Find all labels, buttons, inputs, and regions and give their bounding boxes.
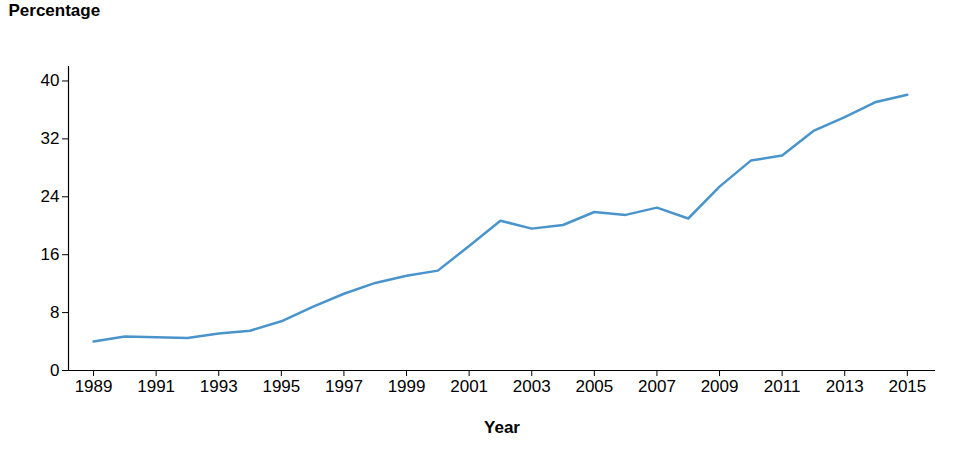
svg-text:2001: 2001 [450, 377, 488, 396]
svg-text:2007: 2007 [638, 377, 676, 396]
svg-text:2013: 2013 [826, 377, 864, 396]
svg-text:Percentage: Percentage [9, 1, 101, 20]
svg-text:2015: 2015 [888, 377, 926, 396]
svg-text:1993: 1993 [200, 377, 238, 396]
svg-text:2009: 2009 [701, 377, 739, 396]
svg-text:1997: 1997 [325, 377, 363, 396]
svg-text:0: 0 [50, 361, 59, 380]
svg-text:1999: 1999 [388, 377, 426, 396]
svg-text:40: 40 [41, 71, 60, 90]
svg-text:1989: 1989 [75, 377, 113, 396]
svg-text:24: 24 [41, 187, 60, 206]
svg-text:32: 32 [41, 129, 60, 148]
svg-text:2011: 2011 [764, 377, 801, 396]
svg-text:1991: 1991 [137, 377, 175, 396]
svg-text:1995: 1995 [262, 377, 300, 396]
svg-text:2003: 2003 [513, 377, 551, 396]
svg-text:8: 8 [50, 303, 59, 322]
svg-text:Year: Year [484, 418, 520, 437]
svg-text:16: 16 [41, 245, 60, 264]
svg-text:2005: 2005 [575, 377, 613, 396]
